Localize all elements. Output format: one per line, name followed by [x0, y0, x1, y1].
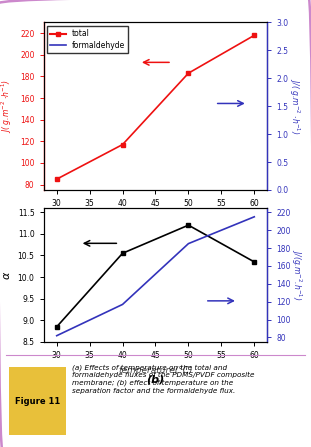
Y-axis label: J/(g.m$^{-2}$.h$^{-1}$): J/(g.m$^{-2}$.h$^{-1}$): [289, 249, 304, 301]
Line: total: total: [54, 33, 257, 181]
X-axis label: temperature(°C): temperature(°C): [118, 214, 193, 223]
Text: (a): (a): [146, 219, 165, 229]
Bar: [9, 367, 66, 435]
Y-axis label: J/( g.m$^{-2}$ $\cdot$h$^{-1}$): J/( g.m$^{-2}$ $\cdot$h$^{-1}$): [287, 78, 301, 135]
Y-axis label: α: α: [2, 271, 12, 278]
Text: (a) Effects of temperature on the total and
formaldehyde fluxes of the PDMS/PVDF: (a) Effects of temperature on the total …: [72, 364, 254, 394]
X-axis label: temperature(°C): temperature(°C): [118, 366, 193, 375]
Y-axis label: J( g.m$^{-2}$ $\cdot$h$^{-1}$): J( g.m$^{-2}$ $\cdot$h$^{-1}$): [0, 79, 14, 133]
Text: Figure 11: Figure 11: [15, 396, 60, 406]
Text: (b): (b): [146, 374, 165, 384]
total: [253, 33, 256, 38]
Legend: total, formaldehyde: total, formaldehyde: [47, 26, 128, 53]
total: [187, 71, 190, 76]
total: [55, 177, 58, 182]
total: [121, 142, 124, 147]
